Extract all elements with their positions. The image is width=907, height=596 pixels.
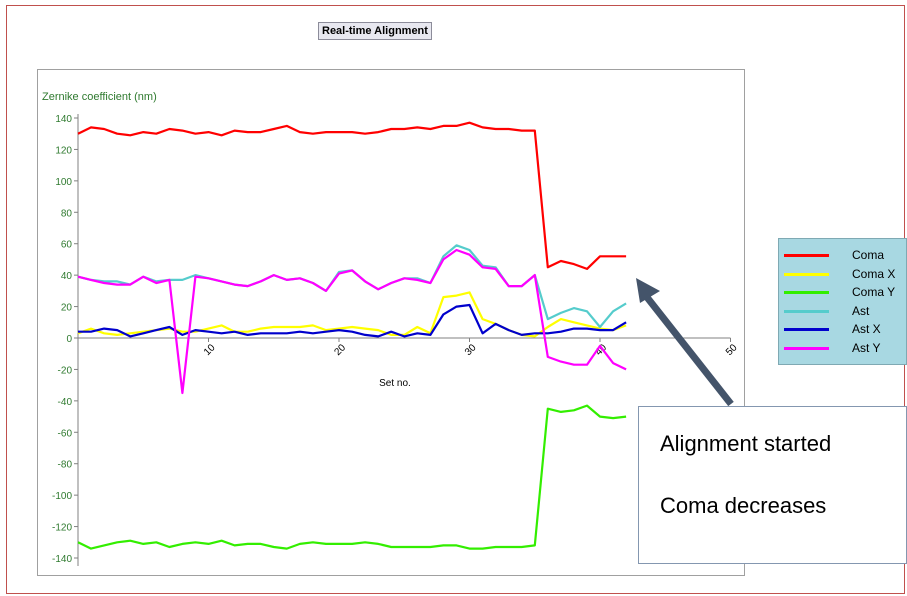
y-tick-label: 60 bbox=[61, 240, 73, 251]
y-tick-label: -80 bbox=[58, 460, 73, 471]
legend-label: Coma bbox=[852, 248, 885, 262]
legend-swatch bbox=[784, 309, 829, 313]
y-tick-label: -120 bbox=[52, 523, 72, 534]
y-tick-label: 80 bbox=[61, 208, 73, 219]
legend-item: Coma X bbox=[779, 267, 907, 283]
legend-item: Ast X bbox=[779, 322, 907, 338]
legend-swatch bbox=[784, 291, 829, 294]
series-line-coma bbox=[77, 121, 627, 270]
x-tick-label: 10 bbox=[202, 342, 218, 358]
y-tick-label: -40 bbox=[58, 397, 73, 408]
y-tick-label: 0 bbox=[66, 334, 72, 345]
legend-item: Ast Y bbox=[779, 341, 907, 357]
legend-label: Ast bbox=[852, 303, 870, 318]
legend-item: Ast bbox=[779, 304, 907, 320]
series-line-coma-x bbox=[77, 291, 627, 338]
callout-arrow-shaft bbox=[643, 293, 734, 407]
y-tick-label: 120 bbox=[55, 145, 72, 156]
legend-label: Ast Y bbox=[852, 340, 881, 355]
series-line-ast-x bbox=[78, 303, 627, 338]
callout-arrow-head bbox=[636, 278, 660, 303]
y-tick-label: -20 bbox=[58, 365, 73, 376]
y-tick-label: 140 bbox=[55, 114, 72, 125]
y-tick-label: 100 bbox=[55, 177, 72, 188]
chart-title: Real-time Alignment bbox=[318, 22, 432, 40]
legend-swatch bbox=[784, 272, 829, 276]
series-line-coma-y bbox=[77, 404, 627, 550]
legend-swatch bbox=[784, 346, 829, 350]
legend-swatch bbox=[784, 328, 829, 331]
y-axis-label: Zernike coefficient (nm) bbox=[42, 91, 157, 103]
y-tick-label: -100 bbox=[52, 491, 72, 502]
x-tick-label: 20 bbox=[332, 342, 348, 358]
y-tick-label: 40 bbox=[61, 271, 73, 282]
y-tick-label: -60 bbox=[58, 428, 73, 439]
y-tick-label: -140 bbox=[52, 554, 72, 565]
series-line-ast bbox=[77, 244, 627, 329]
x-tick-label: 50 bbox=[724, 342, 740, 358]
x-axis-label: Set no. bbox=[379, 378, 411, 389]
legend-item: Coma bbox=[779, 248, 907, 264]
y-tick-label: 20 bbox=[61, 303, 73, 314]
legend-label: Coma Y bbox=[852, 285, 896, 299]
legend-label: Coma X bbox=[852, 266, 896, 281]
series-line-ast-y bbox=[77, 248, 627, 395]
legend: Coma Coma X Coma Y Ast Ast X Ast Y bbox=[778, 238, 907, 365]
legend-item: Coma Y bbox=[779, 285, 907, 301]
plot-area bbox=[37, 69, 745, 576]
x-tick-label: 30 bbox=[463, 342, 479, 358]
callout-line-1: Alignment started bbox=[660, 431, 832, 456]
legend-label: Ast X bbox=[852, 322, 881, 336]
callout-line-2: Coma decreases bbox=[660, 493, 827, 518]
callout-box: Alignment started Coma decreases bbox=[638, 406, 907, 564]
legend-swatch bbox=[784, 254, 829, 257]
